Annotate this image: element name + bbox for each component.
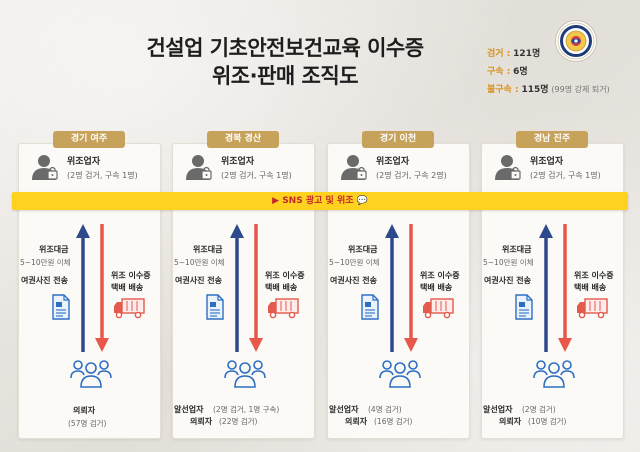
document-icon (515, 294, 533, 320)
forger-label-2: 위조업자 (221, 157, 255, 167)
broker-label-2: 알선업자 (174, 405, 204, 414)
buyer-label-4: 의뢰자 (499, 417, 522, 426)
cert-delivery-line2-4: 택배 배송 (574, 283, 607, 292)
delivery-truck-icon (577, 298, 608, 319)
person-with-lock-icon (341, 155, 367, 180)
forger-detail-2: (2명 검거, 구속 1명) (221, 171, 292, 180)
payment-label-4: 위조대금 (502, 245, 532, 254)
person-with-lock-icon (495, 155, 521, 180)
payment-amount-1: 5~10만원 이체 (20, 258, 71, 267)
document-icon (206, 294, 224, 320)
buyer-label-3: 의뢰자 (345, 417, 368, 426)
cert-delivery-line2-2: 택배 배송 (265, 283, 298, 292)
summary-detained: 구속 : 6명 (487, 67, 528, 77)
broker-label-3: 알선업자 (329, 405, 359, 414)
payment-arrow-up-icon (76, 224, 90, 352)
delivery-arrow-down-icon (558, 224, 572, 352)
forger-label-3: 위조업자 (376, 157, 410, 167)
passport-send-4: 여권사진 전송 (484, 276, 531, 285)
sns-banner: ▶ SNS 광고 및 위조 💬 (12, 192, 628, 210)
summary-arrested: 검거 : 121명 (487, 49, 541, 59)
passport-send-1: 여권사진 전송 (21, 276, 68, 285)
payment-label-2: 위조대금 (193, 245, 223, 254)
play-icon: ▶ (272, 196, 283, 206)
broker-label-4: 알선업자 (483, 405, 513, 414)
forger-detail-1: (2명 검거, 구속 1명) (67, 171, 138, 180)
forger-label-4: 위조업자 (530, 157, 564, 167)
buyer-detail-2: (22명 검거) (219, 417, 258, 426)
region-label-4: 경남 진주 (516, 131, 588, 148)
delivery-arrow-down-icon (249, 224, 263, 352)
broker-detail-4: (2명 검거) (522, 405, 556, 414)
summary-not-detained: 불구속 : 115명 (99명 강제 퇴거) (487, 85, 610, 95)
title-line-1: 건설업 기초안전보건교육 이수증 (146, 36, 424, 60)
broker-detail-3: (4명 검거) (368, 405, 402, 414)
group-of-people-icon (224, 360, 266, 388)
payment-amount-4: 5~10만원 이체 (483, 258, 534, 267)
document-icon (52, 294, 70, 320)
delivery-truck-icon (268, 298, 299, 319)
payment-arrow-up-icon (230, 224, 244, 352)
forger-detail-4: (2명 검거, 구속 1명) (530, 171, 601, 180)
person-with-lock-icon (186, 155, 212, 180)
sns-banner-label: SNS 광고 및 위조 (282, 196, 354, 206)
buyer-detail-1: (57명 검거) (68, 419, 107, 428)
document-icon (361, 294, 379, 320)
payment-label-1: 위조대금 (39, 245, 69, 254)
delivery-truck-icon (114, 298, 145, 319)
buyer-detail-3: (16명 검거) (374, 417, 413, 426)
payment-label-3: 위조대금 (348, 245, 378, 254)
group-of-people-icon (533, 360, 575, 388)
page-title: 건설업 기초안전보건교육 이수증 위조·판매 조직도 (120, 34, 450, 90)
cert-delivery-line2-1: 택배 배송 (111, 283, 144, 292)
title-line-2: 위조·판매 조직도 (211, 64, 359, 88)
delivery-arrow-down-icon (404, 224, 418, 352)
buyer-label-1: 의뢰자 (73, 406, 96, 415)
passport-send-2: 여권사진 전송 (175, 276, 222, 285)
payment-amount-2: 5~10만원 이체 (174, 258, 225, 267)
cert-delivery-line1-2: 위조 이수증 (265, 271, 305, 280)
cert-delivery-line1-1: 위조 이수증 (111, 271, 151, 280)
region-label-1: 경기 여주 (53, 131, 125, 148)
forger-label-1: 위조업자 (67, 157, 101, 167)
person-with-lock-icon (32, 155, 58, 180)
region-label-2: 경북 경산 (207, 131, 279, 148)
cert-delivery-line1-4: 위조 이수증 (574, 271, 614, 280)
passport-send-3: 여권사진 전송 (330, 276, 377, 285)
payment-arrow-up-icon (385, 224, 399, 352)
delivery-truck-icon (423, 298, 454, 319)
forger-detail-3: (2명 검거, 구속 2명) (376, 171, 447, 180)
group-of-people-icon (70, 360, 112, 388)
chat-bubble-icon: 💬 (353, 196, 368, 206)
buyer-detail-4: (10명 검거) (528, 417, 567, 426)
buyer-label-2: 의뢰자 (190, 417, 213, 426)
cert-delivery-line2-3: 택배 배송 (420, 283, 453, 292)
group-of-people-icon (379, 360, 421, 388)
broker-detail-2: (2명 검거, 1명 구속) (213, 405, 280, 414)
sns-banner-text: ▶ SNS 광고 및 위조 💬 (12, 192, 628, 210)
police-emblem-icon (555, 20, 597, 62)
payment-amount-3: 5~10만원 이체 (329, 258, 380, 267)
region-label-3: 경기 이천 (362, 131, 434, 148)
delivery-arrow-down-icon (95, 224, 109, 352)
cert-delivery-line1-3: 위조 이수증 (420, 271, 460, 280)
payment-arrow-up-icon (539, 224, 553, 352)
summary-box: 검거 : 121명 구속 : 6명 불구속 : 115명 (99명 강제 퇴거) (487, 45, 610, 99)
